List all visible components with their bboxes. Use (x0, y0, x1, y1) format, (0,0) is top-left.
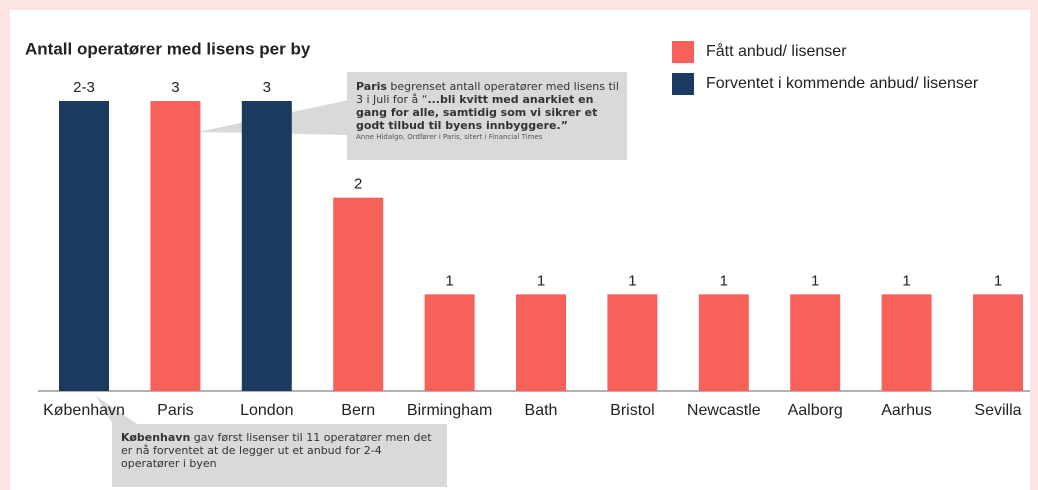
bar (150, 101, 201, 391)
callout-part: ...bli kvitt med anarkiet en gang for al… (356, 93, 598, 132)
callout-part: begrenset antall operatører med lisens t… (356, 80, 619, 106)
x-tick-label: København (43, 402, 125, 419)
bar (698, 294, 749, 391)
callout-source: Anne Hidalgo, Ordfører i Paris, sitert i… (356, 133, 543, 141)
legend-swatch (672, 41, 694, 63)
data-label: 1 (811, 272, 819, 289)
chart-title: Antall operatører med lisens per by (25, 39, 311, 58)
data-label: 1 (902, 272, 910, 289)
data-label: 3 (263, 79, 271, 96)
data-label: 1 (537, 272, 545, 289)
bar (333, 197, 384, 391)
data-label: 1 (445, 272, 453, 289)
x-tick-label: Bath (525, 402, 558, 419)
bar (881, 294, 932, 391)
data-label: 1 (628, 272, 636, 289)
bar (424, 294, 475, 391)
data-label: 2 (354, 176, 362, 193)
bar (241, 101, 292, 391)
x-tick-label: Birmingham (407, 402, 492, 419)
x-tick-label: Sevilla (974, 402, 1021, 419)
callout-box (347, 72, 627, 160)
data-label: 1 (720, 272, 728, 289)
x-tick-label: Paris (157, 402, 193, 419)
x-tick-label: Newcastle (687, 402, 761, 419)
legend-label: Forventet i kommende anbud/ lisenser (706, 75, 979, 92)
bar (607, 294, 658, 391)
legend-label: Fått anbud/ lisenser (706, 42, 847, 60)
bar (516, 294, 566, 391)
callout-part: Paris (356, 80, 387, 93)
callout-part: gav først lisenser til 11 operatører men… (121, 431, 432, 470)
x-tick-label: Bristol (610, 402, 654, 419)
bar (790, 294, 841, 391)
bar (973, 294, 1023, 391)
callout-text: Paris begrenset antall operatører med li… (356, 80, 621, 142)
callout-text: København gav først lisenser til 11 oper… (121, 431, 441, 470)
data-label: 3 (171, 79, 179, 96)
data-label: 2-3 (73, 79, 95, 96)
x-tick-label: Bern (341, 402, 375, 419)
legend-swatch (672, 73, 694, 95)
callout-pointer (96, 396, 140, 426)
x-tick-label: Aarhus (881, 402, 932, 419)
bar (59, 101, 109, 391)
x-tick-label: Aalborg (788, 402, 843, 419)
callout-part: København (121, 431, 191, 444)
callout-box (112, 424, 447, 487)
data-label: 1 (994, 272, 1002, 289)
x-tick-label: London (240, 402, 293, 419)
